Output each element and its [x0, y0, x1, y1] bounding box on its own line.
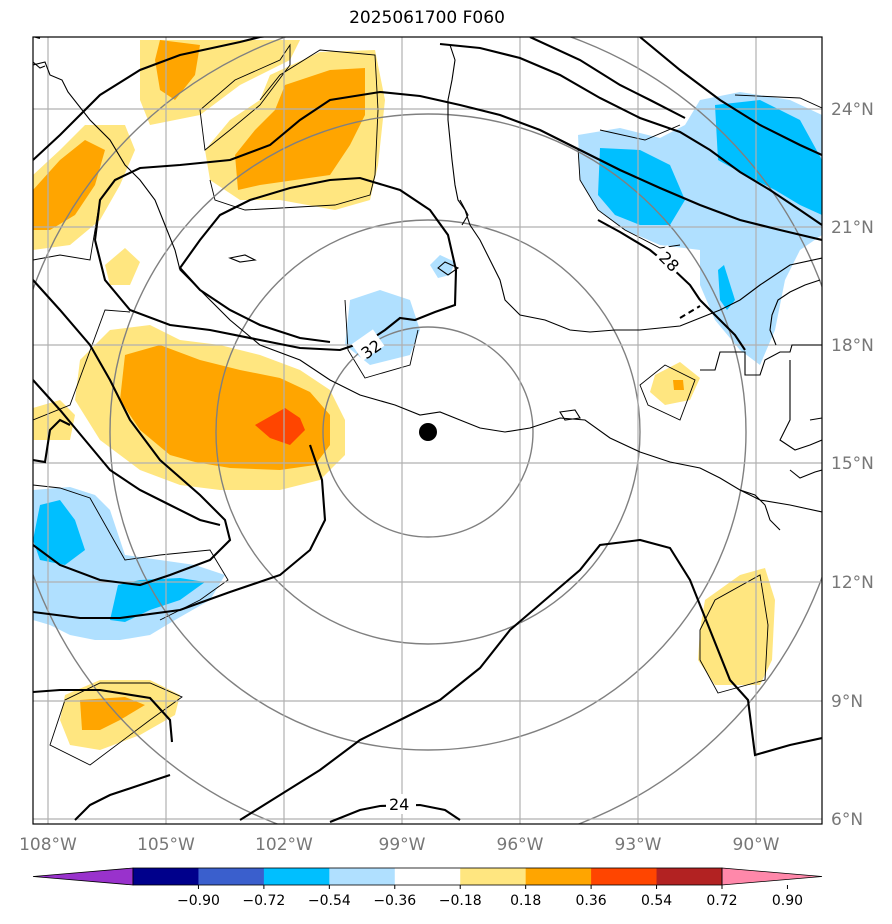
- lat-tick-label: 12°N: [831, 573, 874, 593]
- map-content: 32 28 24: [33, 37, 822, 824]
- lon-tick-label: 108°W: [19, 835, 77, 855]
- colorbar-tick-label: 0.72: [706, 893, 737, 909]
- lon-tick-label: 105°W: [137, 835, 195, 855]
- lat-tick-label: 18°N: [831, 336, 874, 356]
- colorbar-tick-label: 0.18: [510, 893, 541, 909]
- colorbar-tick-label: 0.54: [641, 893, 672, 909]
- colorbar-segment: [591, 868, 658, 885]
- colorbar-segment: [394, 868, 461, 885]
- colorbar-tick-label: −0.18: [439, 893, 482, 909]
- colorbar-tick-label: 0.90: [772, 893, 803, 909]
- colorbar-tick-label: 0.36: [576, 893, 607, 909]
- lon-tick-label: 102°W: [255, 835, 313, 855]
- colorbar-segment: [133, 868, 199, 885]
- lat-axis: 24°N 21°N 18°N 15°N 12°N 9°N 6°N: [831, 100, 874, 830]
- colorbar: −0.90 −0.72 −0.54 −0.36 −0.18 0.18 0.36 0.54 0.7…: [32, 867, 823, 909]
- colorbar-segment: [198, 868, 265, 885]
- range-ring-outer-2: [109, 113, 747, 751]
- shading-positive-strong: [255, 408, 305, 445]
- lon-tick-label: 99°W: [379, 835, 426, 855]
- storm-center-marker: [419, 423, 437, 441]
- colorbar-segment: [329, 868, 396, 885]
- colorbar-segment: [460, 868, 527, 885]
- lon-tick-label: 96°W: [497, 835, 544, 855]
- lat-tick-label: 21°N: [831, 218, 874, 238]
- range-rings: [33, 37, 822, 824]
- gridlines: [33, 37, 822, 824]
- colorbar-extend-low: [32, 867, 134, 886]
- colorbar-segment: [263, 868, 330, 885]
- range-ring-middle: [215, 219, 641, 645]
- colorbar-tick-label: −0.72: [242, 893, 285, 909]
- lat-tick-label: 15°N: [831, 454, 874, 474]
- colorbar-segment: [656, 868, 723, 885]
- colorbar-tick-label: −0.54: [308, 893, 351, 909]
- colorbar-extend-high: [721, 867, 823, 886]
- lat-tick-label: 6°N: [831, 810, 863, 830]
- range-ring-inner: [322, 326, 534, 538]
- height-contours: [33, 37, 822, 823]
- colorbar-tick-label: −0.90: [177, 893, 220, 909]
- lon-axis: 108°W 105°W 102°W 99°W 96°W 93°W 90°W: [19, 835, 780, 855]
- colorbar-segment: [525, 868, 592, 885]
- colorbar-tick-label: −0.36: [373, 893, 416, 909]
- shading-outlines: [33, 43, 822, 766]
- dashed-contour: [679, 305, 701, 319]
- colorbar-frame: [132, 867, 723, 886]
- chart-title: 2025061700 F060: [349, 8, 505, 28]
- lon-tick-label: 93°W: [615, 835, 662, 855]
- lat-tick-label: 24°N: [831, 100, 874, 120]
- coastlines: [33, 44, 822, 531]
- lat-tick-label: 9°N: [831, 692, 863, 712]
- contour-label-24: 24: [389, 795, 409, 814]
- lon-tick-label: 90°W: [733, 835, 780, 855]
- map-frame: [32, 36, 823, 825]
